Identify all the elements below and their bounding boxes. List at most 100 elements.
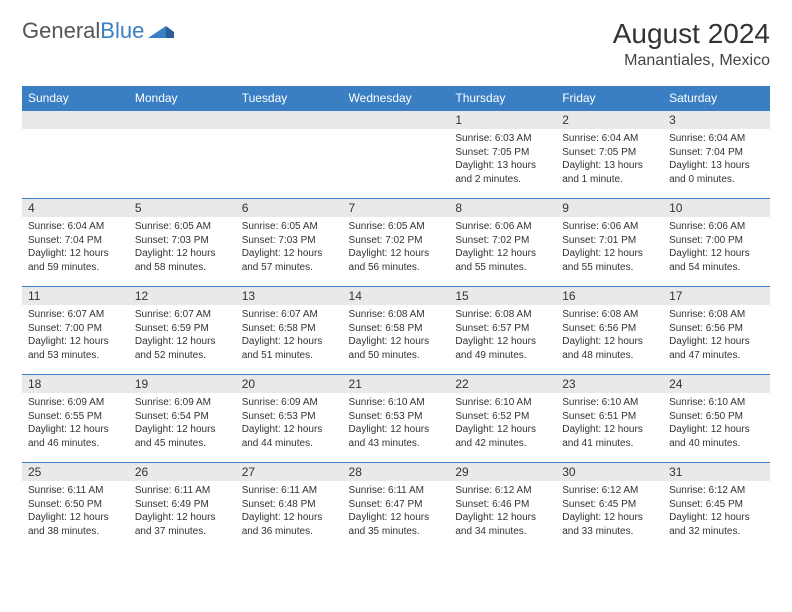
calendar-table: SundayMondayTuesdayWednesdayThursdayFrid… — [22, 86, 770, 551]
day-cell: 7Sunrise: 6:05 AMSunset: 7:02 PMDaylight… — [343, 199, 450, 287]
calendar-row: 18Sunrise: 6:09 AMSunset: 6:55 PMDayligh… — [22, 375, 770, 463]
dayheader-saturday: Saturday — [663, 86, 770, 111]
sunrise-text: Sunrise: 6:06 AM — [562, 220, 657, 234]
day-cell: 20Sunrise: 6:09 AMSunset: 6:53 PMDayligh… — [236, 375, 343, 463]
header: GeneralBlue August 2024 Manantiales, Mex… — [22, 18, 770, 70]
day-details: Sunrise: 6:09 AMSunset: 6:54 PMDaylight:… — [129, 393, 236, 455]
sunrise-text: Sunrise: 6:06 AM — [669, 220, 764, 234]
sunrise-text: Sunrise: 6:12 AM — [562, 484, 657, 498]
day-number: 7 — [343, 199, 450, 217]
sunset-text: Sunset: 7:05 PM — [455, 146, 550, 160]
sunrise-text: Sunrise: 6:09 AM — [135, 396, 230, 410]
day-details: Sunrise: 6:12 AMSunset: 6:45 PMDaylight:… — [556, 481, 663, 543]
sunset-text: Sunset: 7:01 PM — [562, 234, 657, 248]
sunset-text: Sunset: 6:45 PM — [669, 498, 764, 512]
sunset-text: Sunset: 6:53 PM — [242, 410, 337, 424]
sunset-text: Sunset: 6:48 PM — [242, 498, 337, 512]
day-details: Sunrise: 6:11 AMSunset: 6:50 PMDaylight:… — [22, 481, 129, 543]
daylight-text: Daylight: 12 hours and 59 minutes. — [28, 247, 123, 274]
day-number: . — [343, 111, 450, 129]
sunset-text: Sunset: 7:00 PM — [669, 234, 764, 248]
sunrise-text: Sunrise: 6:04 AM — [28, 220, 123, 234]
day-cell: 12Sunrise: 6:07 AMSunset: 6:59 PMDayligh… — [129, 287, 236, 375]
sunrise-text: Sunrise: 6:11 AM — [349, 484, 444, 498]
daylight-text: Daylight: 12 hours and 46 minutes. — [28, 423, 123, 450]
day-details: Sunrise: 6:11 AMSunset: 6:49 PMDaylight:… — [129, 481, 236, 543]
day-cell: 13Sunrise: 6:07 AMSunset: 6:58 PMDayligh… — [236, 287, 343, 375]
day-number: 16 — [556, 287, 663, 305]
day-cell: 26Sunrise: 6:11 AMSunset: 6:49 PMDayligh… — [129, 463, 236, 551]
calendar-row: 25Sunrise: 6:11 AMSunset: 6:50 PMDayligh… — [22, 463, 770, 551]
day-cell: 3Sunrise: 6:04 AMSunset: 7:04 PMDaylight… — [663, 111, 770, 199]
daylight-text: Daylight: 12 hours and 48 minutes. — [562, 335, 657, 362]
sunrise-text: Sunrise: 6:05 AM — [349, 220, 444, 234]
empty-cell: . — [22, 111, 129, 199]
day-details: Sunrise: 6:08 AMSunset: 6:56 PMDaylight:… — [556, 305, 663, 367]
day-details: Sunrise: 6:03 AMSunset: 7:05 PMDaylight:… — [449, 129, 556, 191]
sunrise-text: Sunrise: 6:08 AM — [562, 308, 657, 322]
day-cell: 21Sunrise: 6:10 AMSunset: 6:53 PMDayligh… — [343, 375, 450, 463]
sunrise-text: Sunrise: 6:03 AM — [455, 132, 550, 146]
daylight-text: Daylight: 12 hours and 54 minutes. — [669, 247, 764, 274]
daylight-text: Daylight: 12 hours and 50 minutes. — [349, 335, 444, 362]
day-number: 19 — [129, 375, 236, 393]
sunrise-text: Sunrise: 6:08 AM — [349, 308, 444, 322]
day-cell: 31Sunrise: 6:12 AMSunset: 6:45 PMDayligh… — [663, 463, 770, 551]
calendar-body: ....1Sunrise: 6:03 AMSunset: 7:05 PMDayl… — [22, 111, 770, 551]
daylight-text: Daylight: 12 hours and 47 minutes. — [669, 335, 764, 362]
sunset-text: Sunset: 7:00 PM — [28, 322, 123, 336]
sunrise-text: Sunrise: 6:07 AM — [242, 308, 337, 322]
day-number: 18 — [22, 375, 129, 393]
day-details: Sunrise: 6:11 AMSunset: 6:47 PMDaylight:… — [343, 481, 450, 543]
day-details: Sunrise: 6:05 AMSunset: 7:02 PMDaylight:… — [343, 217, 450, 279]
sunrise-text: Sunrise: 6:11 AM — [28, 484, 123, 498]
daylight-text: Daylight: 12 hours and 55 minutes. — [562, 247, 657, 274]
day-details: Sunrise: 6:07 AMSunset: 6:58 PMDaylight:… — [236, 305, 343, 367]
sunset-text: Sunset: 7:02 PM — [455, 234, 550, 248]
daylight-text: Daylight: 12 hours and 32 minutes. — [669, 511, 764, 538]
daylight-text: Daylight: 12 hours and 43 minutes. — [349, 423, 444, 450]
day-cell: 23Sunrise: 6:10 AMSunset: 6:51 PMDayligh… — [556, 375, 663, 463]
daylight-text: Daylight: 12 hours and 56 minutes. — [349, 247, 444, 274]
sunset-text: Sunset: 6:54 PM — [135, 410, 230, 424]
day-cell: 29Sunrise: 6:12 AMSunset: 6:46 PMDayligh… — [449, 463, 556, 551]
day-details: Sunrise: 6:10 AMSunset: 6:50 PMDaylight:… — [663, 393, 770, 455]
day-details: Sunrise: 6:04 AMSunset: 7:04 PMDaylight:… — [22, 217, 129, 279]
daylight-text: Daylight: 12 hours and 34 minutes. — [455, 511, 550, 538]
sunrise-text: Sunrise: 6:05 AM — [135, 220, 230, 234]
sunset-text: Sunset: 6:50 PM — [28, 498, 123, 512]
day-number: 21 — [343, 375, 450, 393]
day-number: 15 — [449, 287, 556, 305]
empty-cell: . — [236, 111, 343, 199]
daylight-text: Daylight: 12 hours and 53 minutes. — [28, 335, 123, 362]
day-number: 2 — [556, 111, 663, 129]
day-cell: 30Sunrise: 6:12 AMSunset: 6:45 PMDayligh… — [556, 463, 663, 551]
day-number: 29 — [449, 463, 556, 481]
daylight-text: Daylight: 13 hours and 0 minutes. — [669, 159, 764, 186]
daylight-text: Daylight: 12 hours and 38 minutes. — [28, 511, 123, 538]
dayheader-tuesday: Tuesday — [236, 86, 343, 111]
sunrise-text: Sunrise: 6:06 AM — [455, 220, 550, 234]
day-cell: 24Sunrise: 6:10 AMSunset: 6:50 PMDayligh… — [663, 375, 770, 463]
logo-text-1: General — [22, 18, 100, 44]
sunrise-text: Sunrise: 6:11 AM — [135, 484, 230, 498]
day-details: Sunrise: 6:09 AMSunset: 6:55 PMDaylight:… — [22, 393, 129, 455]
dayheader-wednesday: Wednesday — [343, 86, 450, 111]
sunset-text: Sunset: 6:49 PM — [135, 498, 230, 512]
day-cell: 16Sunrise: 6:08 AMSunset: 6:56 PMDayligh… — [556, 287, 663, 375]
day-details: Sunrise: 6:06 AMSunset: 7:00 PMDaylight:… — [663, 217, 770, 279]
day-details: Sunrise: 6:05 AMSunset: 7:03 PMDaylight:… — [236, 217, 343, 279]
dayheader-monday: Monday — [129, 86, 236, 111]
day-details: Sunrise: 6:04 AMSunset: 7:05 PMDaylight:… — [556, 129, 663, 191]
sunrise-text: Sunrise: 6:10 AM — [455, 396, 550, 410]
day-number: 5 — [129, 199, 236, 217]
day-details: Sunrise: 6:10 AMSunset: 6:53 PMDaylight:… — [343, 393, 450, 455]
day-details: Sunrise: 6:11 AMSunset: 6:48 PMDaylight:… — [236, 481, 343, 543]
daylight-text: Daylight: 12 hours and 35 minutes. — [349, 511, 444, 538]
day-details: Sunrise: 6:09 AMSunset: 6:53 PMDaylight:… — [236, 393, 343, 455]
day-number: 8 — [449, 199, 556, 217]
day-number: 30 — [556, 463, 663, 481]
daylight-text: Daylight: 12 hours and 41 minutes. — [562, 423, 657, 450]
sunrise-text: Sunrise: 6:07 AM — [135, 308, 230, 322]
day-cell: 11Sunrise: 6:07 AMSunset: 7:00 PMDayligh… — [22, 287, 129, 375]
